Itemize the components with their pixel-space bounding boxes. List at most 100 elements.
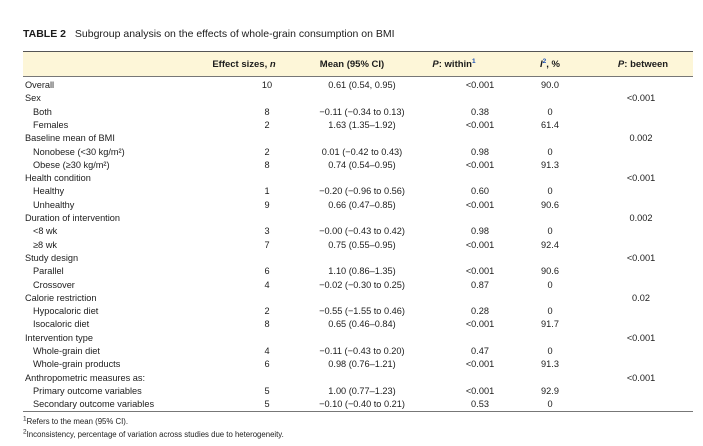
cell-p-within: 0.53 [471, 399, 489, 410]
cell-i2: 0 [547, 226, 553, 237]
table-group-row: Overall 10 0.61 (0.54, 0.95) <0.001 90.0 [23, 79, 693, 92]
table-group-row: Study design <0.001 [23, 252, 693, 265]
cell-i2: 90.6 [541, 199, 559, 210]
header-p-between: P: between [617, 59, 669, 70]
cell-effect-sizes: 10 [261, 80, 273, 90]
cell-p-within: 0.87 [471, 279, 489, 290]
row-label: Duration of intervention [25, 213, 120, 223]
table-group-row: Health condition <0.001 [23, 172, 693, 185]
cell-p-between: <0.001 [626, 372, 656, 383]
cell-effect-sizes: 2 [264, 146, 270, 157]
cell-p-within: <0.001 [465, 119, 495, 130]
row-label: Isocaloric diet [33, 319, 90, 330]
table-row: ≥8 wk 7 0.75 (0.55–0.95) <0.001 92.4 [23, 239, 693, 252]
cell-mean: −0.11 (−0.43 to 0.20) [319, 346, 405, 356]
row-label: Overall [25, 80, 55, 90]
cell-p-within: <0.001 [465, 319, 495, 330]
cell-i2: 0 [547, 399, 553, 410]
cell-i2: 90.6 [541, 266, 559, 277]
cell-i2: 0 [547, 106, 553, 117]
table-number: TABLE 2 [23, 28, 66, 40]
table-bottom-rule [23, 411, 693, 412]
cell-i2: 92.9 [541, 385, 559, 396]
cell-p-within: <0.001 [465, 266, 495, 277]
table-group-row: Baseline mean of BMI 0.002 [23, 132, 693, 145]
cell-p-within: 0.28 [471, 306, 489, 317]
cell-i2: 90.0 [541, 80, 559, 90]
row-label: Secondary outcome variables [33, 399, 155, 410]
footnote-2: 2Inconsistency, percentage of variation … [23, 428, 284, 439]
cell-p-within: <0.001 [465, 239, 495, 250]
cell-p-between: <0.001 [626, 332, 656, 343]
row-label: Calorie restriction [25, 292, 97, 303]
cell-p-between: <0.001 [626, 252, 656, 263]
cell-mean: 0.98 (0.76–1.21) [328, 359, 396, 370]
row-label: Both [33, 106, 52, 117]
table-group-row: Duration of intervention 0.002 [23, 212, 693, 225]
row-label: <8 wk [33, 226, 58, 237]
table-row: Females 2 1.63 (1.35–1.92) <0.001 61.4 [23, 119, 693, 132]
row-label: Hypocaloric diet [33, 306, 99, 317]
cell-p-between: <0.001 [626, 173, 656, 184]
cell-mean: −0.02 (−0.30 to 0.25) [319, 279, 405, 290]
cell-mean: 0.74 (0.54–0.95) [328, 159, 396, 170]
cell-i2: 0 [547, 186, 553, 197]
row-label: Crossover [33, 279, 75, 290]
cell-p-within: 0.47 [471, 346, 489, 356]
cell-mean: 0.61 (0.54, 0.95) [328, 80, 396, 90]
table-row: Whole-grain products 6 0.98 (0.76–1.21) <0.… [23, 358, 693, 371]
cell-p-between: 0.002 [629, 133, 653, 144]
table-row: Nonobese (<30 kg/m²) 2 0.01 (−0.42 to 0.43… [23, 146, 693, 159]
cell-i2: 0 [547, 279, 553, 290]
header-mean: Mean (95% CI) [319, 59, 385, 70]
cell-mean: 1.10 (0.86–1.35) [328, 266, 396, 277]
header-p-within: P: within1 [432, 57, 476, 70]
cell-i2: 91.7 [541, 319, 559, 330]
cell-p-within: 0.98 [471, 146, 489, 157]
cell-effect-sizes: 6 [264, 266, 270, 277]
row-label: Nonobese (<30 kg/m²) [33, 146, 125, 157]
cell-mean: −0.10 (−0.40 to 0.21) [319, 399, 405, 410]
row-label: Anthropometric measures as: [25, 372, 145, 383]
table-group-row: Sex <0.001 [23, 92, 693, 105]
table-title: TABLE 2 Subgroup analysis on the effects… [23, 28, 395, 40]
table-row: Parallel 6 1.10 (0.86–1.35) <0.001 90.6 [23, 265, 693, 278]
row-label: Females [33, 119, 69, 130]
cell-p-between: <0.001 [626, 93, 656, 104]
cell-p-within: 0.60 [471, 186, 489, 197]
cell-i2: 61.4 [541, 119, 559, 130]
cell-i2: 91.3 [541, 159, 559, 170]
table-row: <8 wk 3 −0.00 (−0.43 to 0.42) 0.98 0 [23, 225, 693, 238]
row-label: ≥8 wk [33, 239, 57, 250]
table-row: Primary outcome variables 5 1.00 (0.77–1.2… [23, 385, 693, 398]
cell-p-within: 0.98 [471, 226, 489, 237]
cell-effect-sizes: 1 [264, 186, 270, 197]
cell-mean: 0.75 (0.55–0.95) [328, 239, 396, 250]
table-row: Isocaloric diet 8 0.65 (0.46–0.84) <0.001 91… [23, 318, 693, 331]
cell-p-between: 0.02 [632, 292, 650, 303]
table-row: Hypocaloric diet 2 −0.55 (−1.55 to 0.46) 0.… [23, 305, 693, 318]
cell-p-within: <0.001 [465, 199, 495, 210]
row-label: Unhealthy [33, 199, 75, 210]
cell-effect-sizes: 3 [264, 226, 270, 237]
table-row: Both 8 −0.11 (−0.34 to 0.13) 0.38 0 [23, 106, 693, 119]
cell-effect-sizes: 2 [264, 306, 270, 317]
header-i2: I2, % [540, 57, 560, 70]
cell-p-within: <0.001 [465, 359, 495, 370]
table-row: Secondary outcome variables 5 −0.10 (−0.40… [23, 398, 693, 411]
row-label: Parallel [33, 266, 64, 277]
table-row: Crossover 4 −0.02 (−0.30 to 0.25) 0.87 0 [23, 279, 693, 292]
cell-effect-sizes: 9 [264, 199, 270, 210]
cell-p-within: <0.001 [465, 80, 495, 90]
row-label: Primary outcome variables [33, 385, 142, 396]
cell-p-within: <0.001 [465, 159, 495, 170]
cell-mean: −0.00 (−0.43 to 0.42) [319, 226, 405, 237]
cell-i2: 0 [547, 306, 553, 317]
cell-effect-sizes: 8 [264, 319, 270, 330]
row-label: Whole-grain products [33, 359, 121, 370]
table-row: Unhealthy 9 0.66 (0.47–0.85) <0.001 90.6 [23, 199, 693, 212]
cell-i2: 0 [547, 346, 553, 356]
cell-effect-sizes: 6 [264, 359, 270, 370]
table-group-row: Anthropometric measures as: <0.001 [23, 372, 693, 385]
